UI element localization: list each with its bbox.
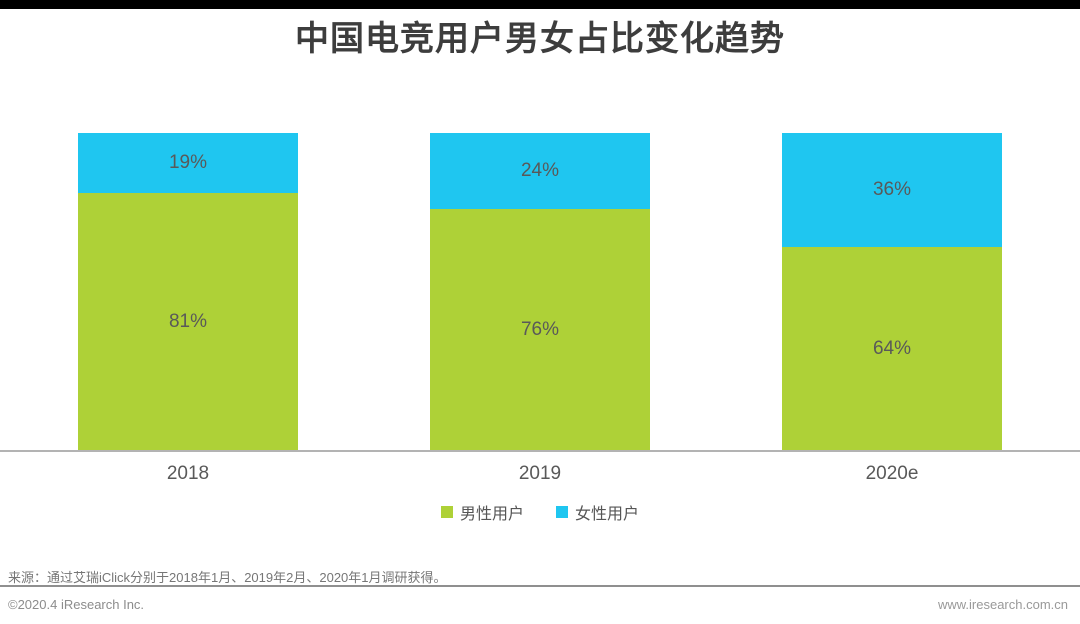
legend-label: 男性用户 xyxy=(459,506,524,523)
bar-value-label: 64% xyxy=(872,337,912,359)
legend-item: 女性用户 xyxy=(556,500,639,524)
copyright-text: ©2020.4 iResearch Inc. xyxy=(8,597,145,612)
footer-divider xyxy=(0,585,1080,587)
legend-item: 男性用户 xyxy=(440,500,524,524)
chart-title: 中国电竞用户男女占比变化趋势 xyxy=(295,20,785,58)
bar-value-label: 36% xyxy=(872,179,912,201)
bar-value-label: 19% xyxy=(168,152,208,174)
bar-group-2018: 19% 81% xyxy=(78,133,298,450)
bar-value-label: 24% xyxy=(520,160,560,182)
chart-legend: 男性用户 女性用户 xyxy=(0,500,1080,524)
bar-group-2019: 24% 76% xyxy=(430,133,650,450)
legend-label: 女性用户 xyxy=(575,506,640,523)
source-note: 来源：通过艾瑞iClick分别于2018年1月、2019年2月、2020年1月调… xyxy=(8,570,447,585)
top-border-strip xyxy=(0,0,1080,9)
legend-swatch-icon xyxy=(440,506,453,518)
bar-segment-2019-男性用户: 76% xyxy=(430,209,650,450)
x-axis-labels: 2018 2019 2020e xyxy=(0,463,1080,485)
bar-group-2020e: 36% 64% xyxy=(782,133,1002,450)
website-url: www.iresearch.com.cn xyxy=(937,597,1068,612)
bar-segment-2020e-女性用户: 36% xyxy=(782,133,1002,248)
plot-area: 19% 81% 24% 76% 36% 64% xyxy=(0,133,1080,450)
x-axis-label-2018: 2018 xyxy=(166,463,210,484)
bar-segment-2019-女性用户: 24% xyxy=(430,133,650,210)
x-axis-label-2020e: 2020e xyxy=(865,463,919,484)
legend-swatch-icon xyxy=(556,506,568,518)
bar-value-label: 81% xyxy=(168,310,208,332)
bar-segment-2020e-男性用户: 64% xyxy=(782,247,1002,450)
bar-segment-2018-男性用户: 81% xyxy=(78,193,298,450)
x-axis-label-2019: 2019 xyxy=(518,463,562,484)
bar-value-label: 76% xyxy=(520,318,560,340)
x-axis-line xyxy=(0,450,1080,452)
bar-segment-2018-女性用户: 19% xyxy=(78,133,298,194)
